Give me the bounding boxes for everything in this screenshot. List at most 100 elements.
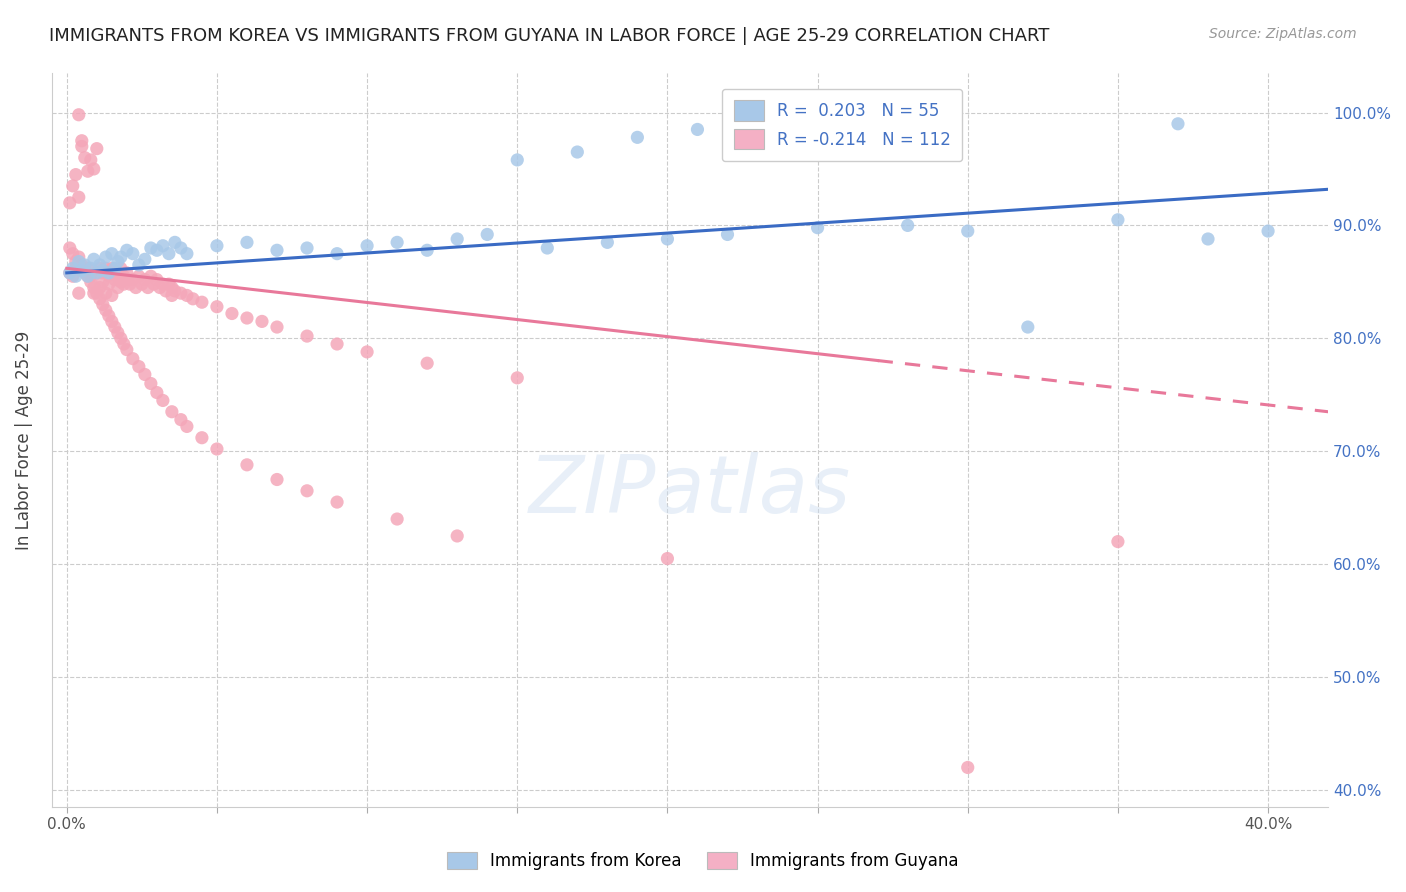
Point: [97, 268, 120, 282]
Point: [121, 272, 143, 286]
Point: [65, 168, 87, 182]
Point: [80, 275, 103, 289]
Point: [83, 286, 105, 301]
Point: [115, 266, 138, 280]
Point: [146, 244, 169, 258]
Point: [176, 288, 198, 302]
Point: [104, 272, 127, 286]
Point: [163, 235, 186, 250]
Point: [897, 219, 920, 233]
Point: [326, 246, 349, 260]
Point: [73, 151, 96, 165]
Point: [62, 246, 84, 260]
Point: [446, 232, 468, 246]
Point: [152, 277, 174, 292]
Point: [170, 241, 193, 255]
Point: [506, 371, 529, 385]
Point: [94, 303, 117, 318]
Point: [104, 266, 127, 280]
Point: [73, 258, 96, 272]
Point: [97, 277, 120, 292]
Point: [89, 280, 111, 294]
Point: [236, 311, 259, 326]
Point: [104, 261, 127, 276]
Point: [107, 269, 129, 284]
Point: [101, 288, 124, 302]
Point: [191, 431, 214, 445]
Point: [416, 244, 439, 258]
Point: [236, 235, 259, 250]
Point: [806, 220, 828, 235]
Point: [1017, 320, 1039, 334]
Point: [250, 314, 273, 328]
Point: [94, 286, 117, 301]
Point: [1197, 232, 1219, 246]
Point: [91, 263, 114, 277]
Point: [536, 241, 558, 255]
Point: [112, 277, 135, 292]
Text: IMMIGRANTS FROM KOREA VS IMMIGRANTS FROM GUYANA IN LABOR FORCE | AGE 25-29 CORRE: IMMIGRANTS FROM KOREA VS IMMIGRANTS FROM…: [49, 27, 1050, 45]
Point: [160, 405, 183, 419]
Point: [163, 284, 186, 298]
Point: [596, 235, 619, 250]
Legend: Immigrants from Korea, Immigrants from Guyana: Immigrants from Korea, Immigrants from G…: [440, 845, 966, 877]
Point: [73, 266, 96, 280]
Point: [107, 280, 129, 294]
Point: [62, 269, 84, 284]
Point: [115, 272, 138, 286]
Point: [149, 280, 172, 294]
Point: [59, 266, 82, 280]
Point: [121, 351, 143, 366]
Point: [326, 495, 349, 509]
Point: [152, 393, 174, 408]
Point: [236, 458, 259, 472]
Text: Source: ZipAtlas.com: Source: ZipAtlas.com: [1209, 27, 1357, 41]
Point: [83, 280, 105, 294]
Point: [101, 246, 124, 260]
Point: [110, 275, 132, 289]
Point: [128, 359, 150, 374]
Point: [385, 512, 408, 526]
Point: [83, 252, 105, 267]
Legend: R =  0.203   N = 55, R = -0.214   N = 112: R = 0.203 N = 55, R = -0.214 N = 112: [721, 88, 963, 161]
Point: [67, 254, 90, 268]
Point: [76, 261, 98, 276]
Point: [205, 442, 228, 456]
Point: [80, 153, 103, 167]
Point: [152, 239, 174, 253]
Point: [626, 130, 648, 145]
Point: [107, 326, 129, 340]
Point: [83, 161, 105, 176]
Point: [506, 153, 529, 167]
Text: ZIPatlas: ZIPatlas: [529, 452, 851, 531]
Point: [221, 306, 243, 320]
Point: [110, 250, 132, 264]
Point: [146, 385, 169, 400]
Point: [101, 314, 124, 328]
Point: [62, 178, 84, 193]
Point: [86, 266, 108, 280]
Point: [70, 258, 93, 272]
Point: [86, 266, 108, 280]
Point: [139, 241, 162, 255]
Point: [956, 760, 979, 774]
Point: [110, 331, 132, 345]
Point: [176, 246, 198, 260]
Point: [128, 258, 150, 272]
Point: [80, 269, 103, 284]
Point: [416, 356, 439, 370]
Point: [121, 246, 143, 260]
Point: [89, 261, 111, 276]
Point: [1107, 534, 1129, 549]
Point: [125, 280, 148, 294]
Point: [956, 224, 979, 238]
Point: [80, 261, 103, 276]
Point: [266, 320, 288, 334]
Point: [65, 261, 87, 276]
Point: [356, 345, 378, 359]
Point: [139, 269, 162, 284]
Point: [67, 286, 90, 301]
Point: [155, 284, 177, 298]
Point: [70, 139, 93, 153]
Point: [1167, 117, 1189, 131]
